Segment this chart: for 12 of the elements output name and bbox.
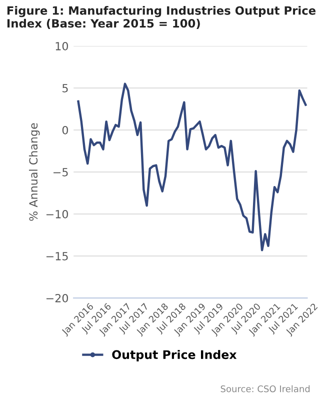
y-tick-label: 5 — [62, 84, 68, 92]
y-tick-label: −5 — [54, 168, 68, 176]
y-tick-label: −20 — [46, 294, 68, 302]
y-tick-label: 10 — [56, 42, 68, 50]
line-series — [77, 82, 307, 252]
y-tick-label: 0 — [62, 126, 68, 134]
y-tick-label: −15 — [46, 252, 68, 260]
source-note: Source: CSO Ireland — [220, 385, 310, 392]
chart-title: Figure 1: Manufacturing Industries Output Price Index (Base: Year 2015 = 100) — [7, 6, 316, 29]
legend-label: Output Price Index — [112, 350, 237, 362]
y-tick-label: −10 — [46, 210, 68, 218]
y-axis-title: % Annual Change — [28, 123, 40, 221]
